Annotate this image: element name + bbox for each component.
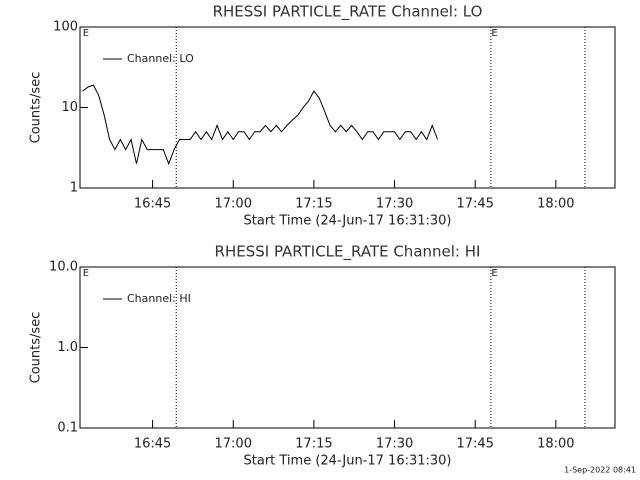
x-axis-label: Start Time (24-Jun-17 16:31:30) — [244, 214, 452, 229]
event-label: E — [83, 28, 89, 39]
y-tick-label: 10 — [61, 100, 78, 115]
x-axis-label: Start Time (24-Jun-17 16:31:30) — [244, 454, 452, 469]
x-tick-label: 18:00 — [537, 437, 574, 452]
x-tick-label: 17:15 — [295, 197, 332, 212]
y-axis-label: Counts/sec — [29, 72, 44, 144]
x-tick-label: 17:00 — [215, 437, 252, 452]
legend-label: Channel: LO — [127, 52, 194, 65]
x-tick-label: 18:00 — [537, 197, 574, 212]
event-label: E — [83, 268, 89, 279]
footer: 1-Sep-2022 08:41 — [564, 466, 636, 475]
y-tick-label: 10.0 — [49, 260, 78, 275]
x-tick-label: 17:00 — [215, 197, 252, 212]
x-tick-label: 17:30 — [376, 197, 413, 212]
event-label: E — [491, 28, 497, 39]
event-label: E — [491, 268, 497, 279]
chart-title: RHESSI PARTICLE_RATE Channel: LO — [213, 3, 483, 22]
y-axis-label: Counts/sec — [29, 312, 44, 384]
legend-label: Channel: HI — [127, 292, 191, 305]
x-tick-label: 16:45 — [134, 197, 171, 212]
y-tick-label: 1 — [70, 181, 78, 196]
data-line — [82, 84, 439, 166]
x-tick-label: 17:15 — [295, 437, 332, 452]
y-tick-label: 100 — [53, 20, 78, 35]
y-tick-label: 1.0 — [57, 340, 78, 355]
x-tick-label: 17:45 — [456, 197, 493, 212]
x-tick-label: 16:45 — [134, 437, 171, 452]
x-tick-label: 17:30 — [376, 437, 413, 452]
x-tick-label: 17:45 — [456, 437, 493, 452]
y-tick-label: 0.1 — [57, 421, 78, 436]
chart-title: RHESSI PARTICLE_RATE Channel: HI — [215, 243, 481, 262]
